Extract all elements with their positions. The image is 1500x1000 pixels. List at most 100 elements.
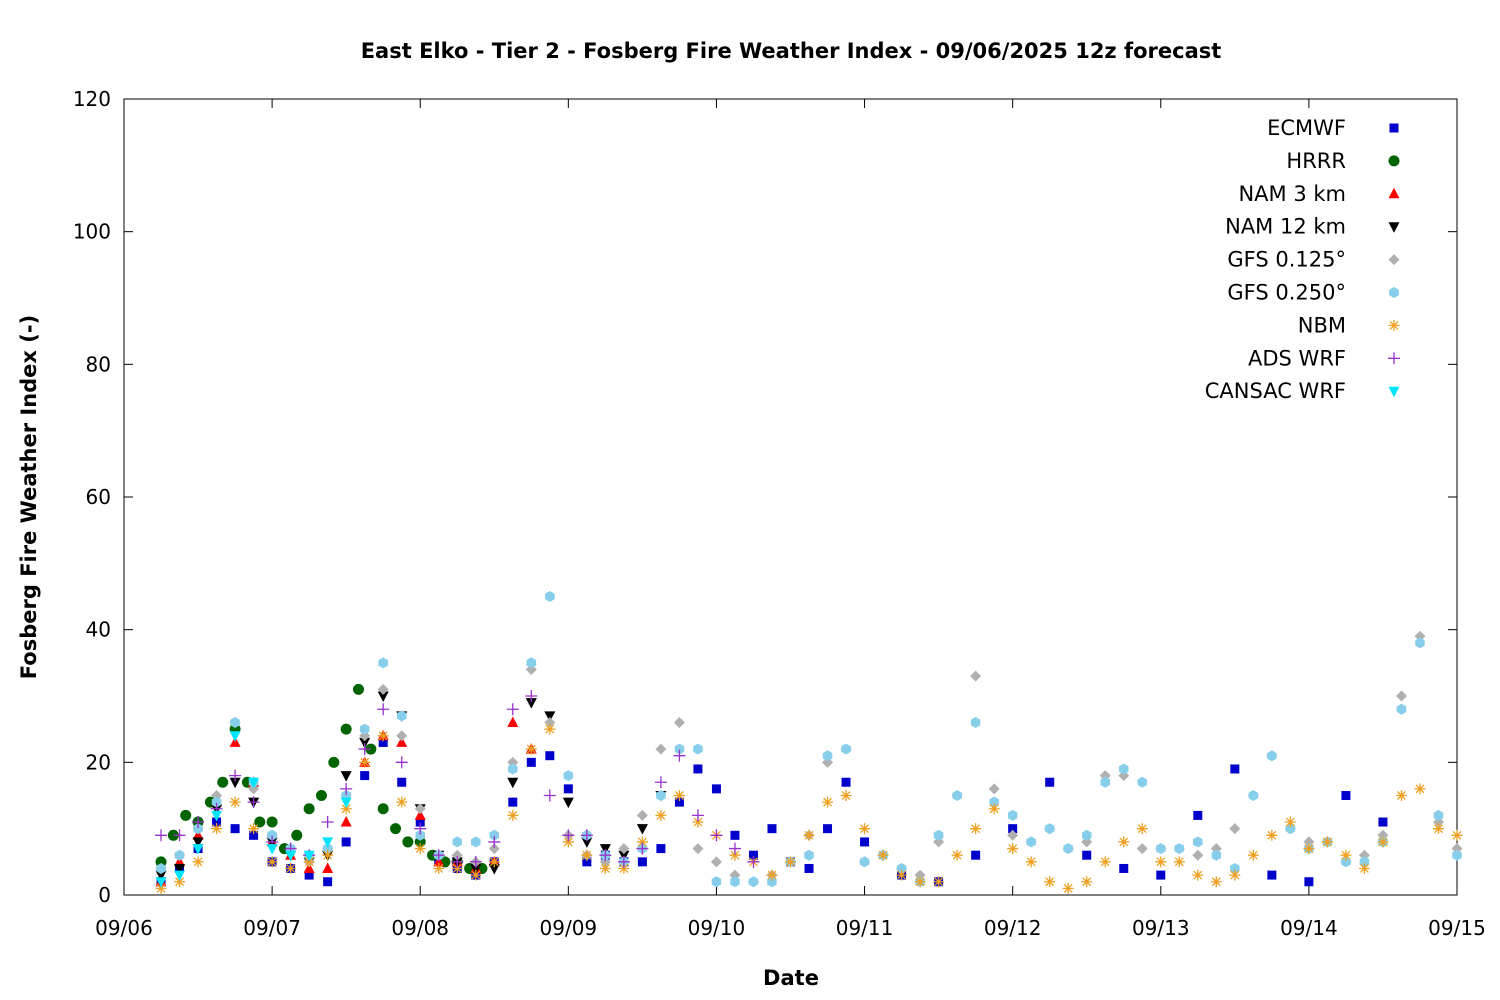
- data-point: [1081, 836, 1093, 848]
- data-point: [636, 842, 649, 855]
- data-point: [377, 803, 389, 815]
- data-point: [155, 877, 167, 888]
- data-point: [1137, 776, 1147, 788]
- data-point: [654, 776, 667, 789]
- data-point: [1156, 870, 1166, 880]
- legend-marker: [1388, 386, 1400, 398]
- data-point: [711, 784, 721, 794]
- data-point: [951, 849, 963, 861]
- y-tick-label: 120: [73, 87, 111, 111]
- data-point: [563, 770, 574, 782]
- data-point: [211, 810, 223, 822]
- data-point: [229, 796, 241, 808]
- data-point: [636, 809, 648, 821]
- series-hrrr: [155, 683, 488, 874]
- data-point: [1007, 809, 1018, 821]
- data-point: [860, 837, 870, 847]
- data-point: [933, 829, 944, 841]
- data-point: [1395, 790, 1407, 801]
- legend-label: GFS 0.125°: [1227, 248, 1346, 272]
- data-point: [673, 790, 685, 801]
- data-point: [1432, 823, 1444, 835]
- data-point: [1451, 829, 1463, 841]
- data-point: [1082, 850, 1092, 860]
- data-point: [655, 743, 667, 755]
- data-point: [322, 843, 333, 855]
- data-point: [841, 777, 851, 787]
- data-point: [291, 829, 303, 841]
- data-point: [230, 717, 240, 728]
- data-point: [562, 797, 574, 809]
- data-point: [859, 856, 870, 868]
- data-point: [1007, 829, 1019, 841]
- data-point: [174, 876, 186, 888]
- data-point: [1210, 876, 1222, 888]
- data-point: [1285, 823, 1296, 835]
- data-point: [174, 855, 186, 867]
- data-point: [1007, 843, 1019, 855]
- y-tick-label: 80: [86, 352, 111, 376]
- data-point: [636, 824, 648, 835]
- data-point: [656, 844, 666, 854]
- data-point: [674, 743, 685, 755]
- data-point: [545, 591, 555, 602]
- data-point: [1192, 869, 1204, 881]
- data-point: [1341, 791, 1351, 800]
- data-point: [543, 789, 556, 802]
- data-point: [340, 782, 353, 795]
- data-point: [1248, 790, 1259, 801]
- data-point: [1173, 856, 1185, 868]
- data-point: [525, 743, 537, 755]
- data-point: [470, 869, 482, 881]
- data-point: [1136, 823, 1148, 835]
- legend-marker: [1388, 155, 1400, 167]
- data-point: [488, 843, 500, 855]
- data-point: [248, 777, 260, 789]
- legend-label: ADS WRF: [1248, 346, 1346, 370]
- legend-marker: [1389, 287, 1399, 298]
- data-point: [217, 776, 229, 788]
- data-point: [433, 862, 445, 874]
- data-point: [173, 829, 186, 842]
- legend-label: NBM: [1298, 313, 1346, 337]
- data-point: [396, 736, 408, 747]
- x-tick-label: 09/09: [540, 916, 598, 940]
- data-point: [1063, 843, 1073, 855]
- data-point: [896, 863, 907, 874]
- x-tick-label: 09/12: [984, 916, 1042, 940]
- data-point: [1099, 856, 1111, 868]
- data-point: [402, 836, 414, 848]
- data-point: [1156, 843, 1166, 855]
- data-point: [377, 703, 390, 716]
- legend-label: ECMWF: [1267, 116, 1346, 140]
- data-point: [1045, 777, 1055, 787]
- data-point: [1119, 863, 1129, 873]
- data-point: [971, 850, 981, 860]
- data-point: [804, 849, 814, 861]
- data-point: [970, 823, 982, 835]
- data-point: [1229, 869, 1241, 881]
- data-point: [340, 723, 352, 735]
- data-point: [599, 849, 612, 862]
- data-point: [303, 856, 315, 868]
- data-point: [303, 850, 315, 862]
- data-point: [562, 829, 575, 842]
- data-point: [581, 837, 593, 848]
- data-point: [174, 863, 186, 875]
- data-point: [328, 756, 340, 768]
- data-point: [303, 803, 315, 815]
- data-point: [470, 863, 482, 875]
- data-point: [618, 862, 630, 874]
- data-point: [488, 856, 500, 868]
- data-point: [192, 829, 204, 840]
- data-point: [693, 743, 703, 755]
- data-point: [156, 863, 166, 874]
- data-point: [212, 817, 222, 827]
- data-point: [1026, 836, 1036, 848]
- data-point: [692, 816, 704, 828]
- data-point: [1211, 849, 1222, 861]
- data-point: [353, 683, 365, 695]
- y-tick-label: 20: [86, 750, 111, 774]
- data-point: [580, 829, 593, 842]
- legend-marker: [1388, 222, 1400, 233]
